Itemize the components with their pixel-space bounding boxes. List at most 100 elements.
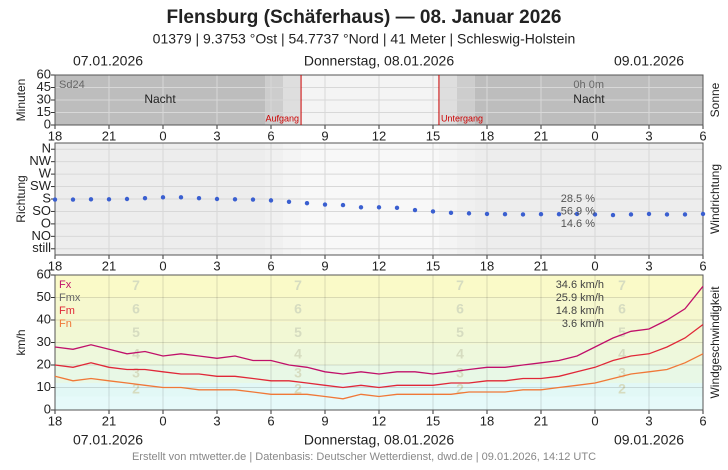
panel-title: Windrichtung [708, 164, 722, 234]
beaufort-label: 6 [294, 301, 302, 317]
beaufort-band [55, 383, 703, 397]
x-tick-label: 21 [534, 413, 548, 428]
direction-point [52, 197, 58, 202]
beaufort-label: 6 [618, 301, 626, 317]
beaufort-label: 2 [132, 380, 140, 396]
x-tick-label: 6 [699, 258, 706, 273]
direction-point [250, 197, 256, 202]
x-tick-label: 18 [48, 258, 62, 273]
y-tick-label: SO [32, 203, 51, 218]
direction-point [178, 195, 184, 200]
x-tick-label: 6 [267, 128, 274, 143]
y-axis-label: Richtung [14, 175, 28, 222]
x-tick-label: 3 [213, 413, 220, 428]
direction-point [124, 196, 130, 202]
chart-title: Flensburg (Schäferhaus) — 08. Januar 202… [167, 7, 562, 28]
beaufort-label: 3 [456, 365, 464, 381]
direction-point [592, 212, 598, 217]
y-tick-label: NW [29, 153, 51, 168]
beaufort-label: 5 [456, 324, 464, 340]
beaufort-label: 3 [618, 365, 626, 381]
beaufort-label: 3 [132, 365, 140, 381]
x-tick-label: 18 [480, 128, 494, 143]
summary-value: 14.8 km/h [556, 305, 604, 317]
plot-border [54, 274, 704, 411]
x-tick-label: 15 [426, 258, 440, 273]
x-tick-label: 0 [159, 128, 166, 143]
direction-point [340, 202, 346, 208]
footer: Erstellt von mtwetter.de | Datenbasis: D… [132, 451, 596, 463]
panel-title: Windgeschwindigkeit [708, 286, 722, 399]
y-tick-label: W [39, 166, 52, 181]
x-tick-label: 21 [534, 128, 548, 143]
chart-subtitle: 01379 | 9.3753 °Ost | 54.7737 °Nord | 41… [153, 31, 576, 47]
y-tick-label: 10 [37, 379, 51, 394]
direction-point [700, 211, 706, 217]
y-tick-label: 40 [37, 311, 51, 326]
direction-point [448, 210, 454, 216]
date-right: 09.01.2026 [614, 432, 684, 448]
direction-point [682, 212, 688, 217]
direction-point [664, 212, 670, 217]
direction-point [322, 202, 328, 207]
legend-label: Fmx [59, 292, 81, 304]
x-tick-label: 3 [213, 258, 220, 273]
y-tick-label: 30 [37, 334, 51, 349]
direction-point [394, 205, 400, 211]
direction-point [502, 212, 508, 217]
direction-point [538, 212, 544, 217]
direction-point [106, 197, 112, 202]
direction-point [484, 211, 490, 217]
direction-point [610, 212, 616, 218]
beaufort-label: 7 [294, 277, 302, 293]
x-tick-label: 21 [102, 128, 116, 143]
direction-point [556, 212, 562, 217]
night-label: Nacht [573, 92, 605, 106]
direction-point [520, 212, 526, 217]
direction-point [268, 198, 274, 203]
x-tick-label: 21 [102, 258, 116, 273]
y-tick-label: N [42, 141, 51, 156]
y-tick-label: 45 [37, 79, 51, 94]
speed-line [54, 285, 704, 375]
direction-share: 56.9 % [561, 205, 595, 217]
x-tick-label: 15 [426, 413, 440, 428]
beaufort-label: 6 [132, 301, 140, 317]
beaufort-label: 5 [618, 324, 626, 340]
x-tick-label: 0 [159, 413, 166, 428]
x-tick-label: 18 [48, 413, 62, 428]
beaufort-band [55, 297, 703, 323]
date-center: Donnerstag, 08.01.2026 [304, 53, 454, 69]
x-tick-label: 6 [267, 413, 274, 428]
x-tick-label: 12 [372, 413, 386, 428]
direction-point [70, 197, 76, 202]
sum-value: 0h 0m [573, 79, 604, 91]
direction-point [286, 199, 292, 204]
y-tick-label: 60 [37, 266, 51, 281]
speed-line [54, 353, 704, 400]
date-center: Donnerstag, 08.01.2026 [304, 432, 454, 448]
beaufort-label: 4 [618, 346, 626, 362]
date-right: 09.01.2026 [614, 53, 684, 69]
direction-point [412, 207, 418, 213]
x-tick-label: 3 [645, 258, 652, 273]
direction-point [358, 205, 364, 210]
beaufort-label: 6 [456, 301, 464, 317]
summary-value: 25.9 km/h [556, 292, 604, 304]
summary-value: 3.6 km/h [562, 318, 604, 330]
legend-label: Fn [59, 318, 72, 330]
legend-label: Fm [59, 305, 75, 317]
x-tick-label: 6 [699, 128, 706, 143]
beaufort-label: 2 [618, 380, 626, 396]
x-tick-label: 6 [267, 258, 274, 273]
direction-point [376, 205, 382, 210]
x-tick-label: 9 [321, 413, 328, 428]
night-label: Nacht [144, 92, 176, 106]
y-tick-label: O [41, 215, 51, 230]
beaufort-band [55, 322, 703, 345]
x-tick-label: 9 [321, 128, 328, 143]
direction-point [304, 200, 310, 206]
y-tick-label: 30 [37, 91, 51, 106]
x-tick-label: 12 [372, 258, 386, 273]
date-left: 07.01.2026 [73, 53, 143, 69]
